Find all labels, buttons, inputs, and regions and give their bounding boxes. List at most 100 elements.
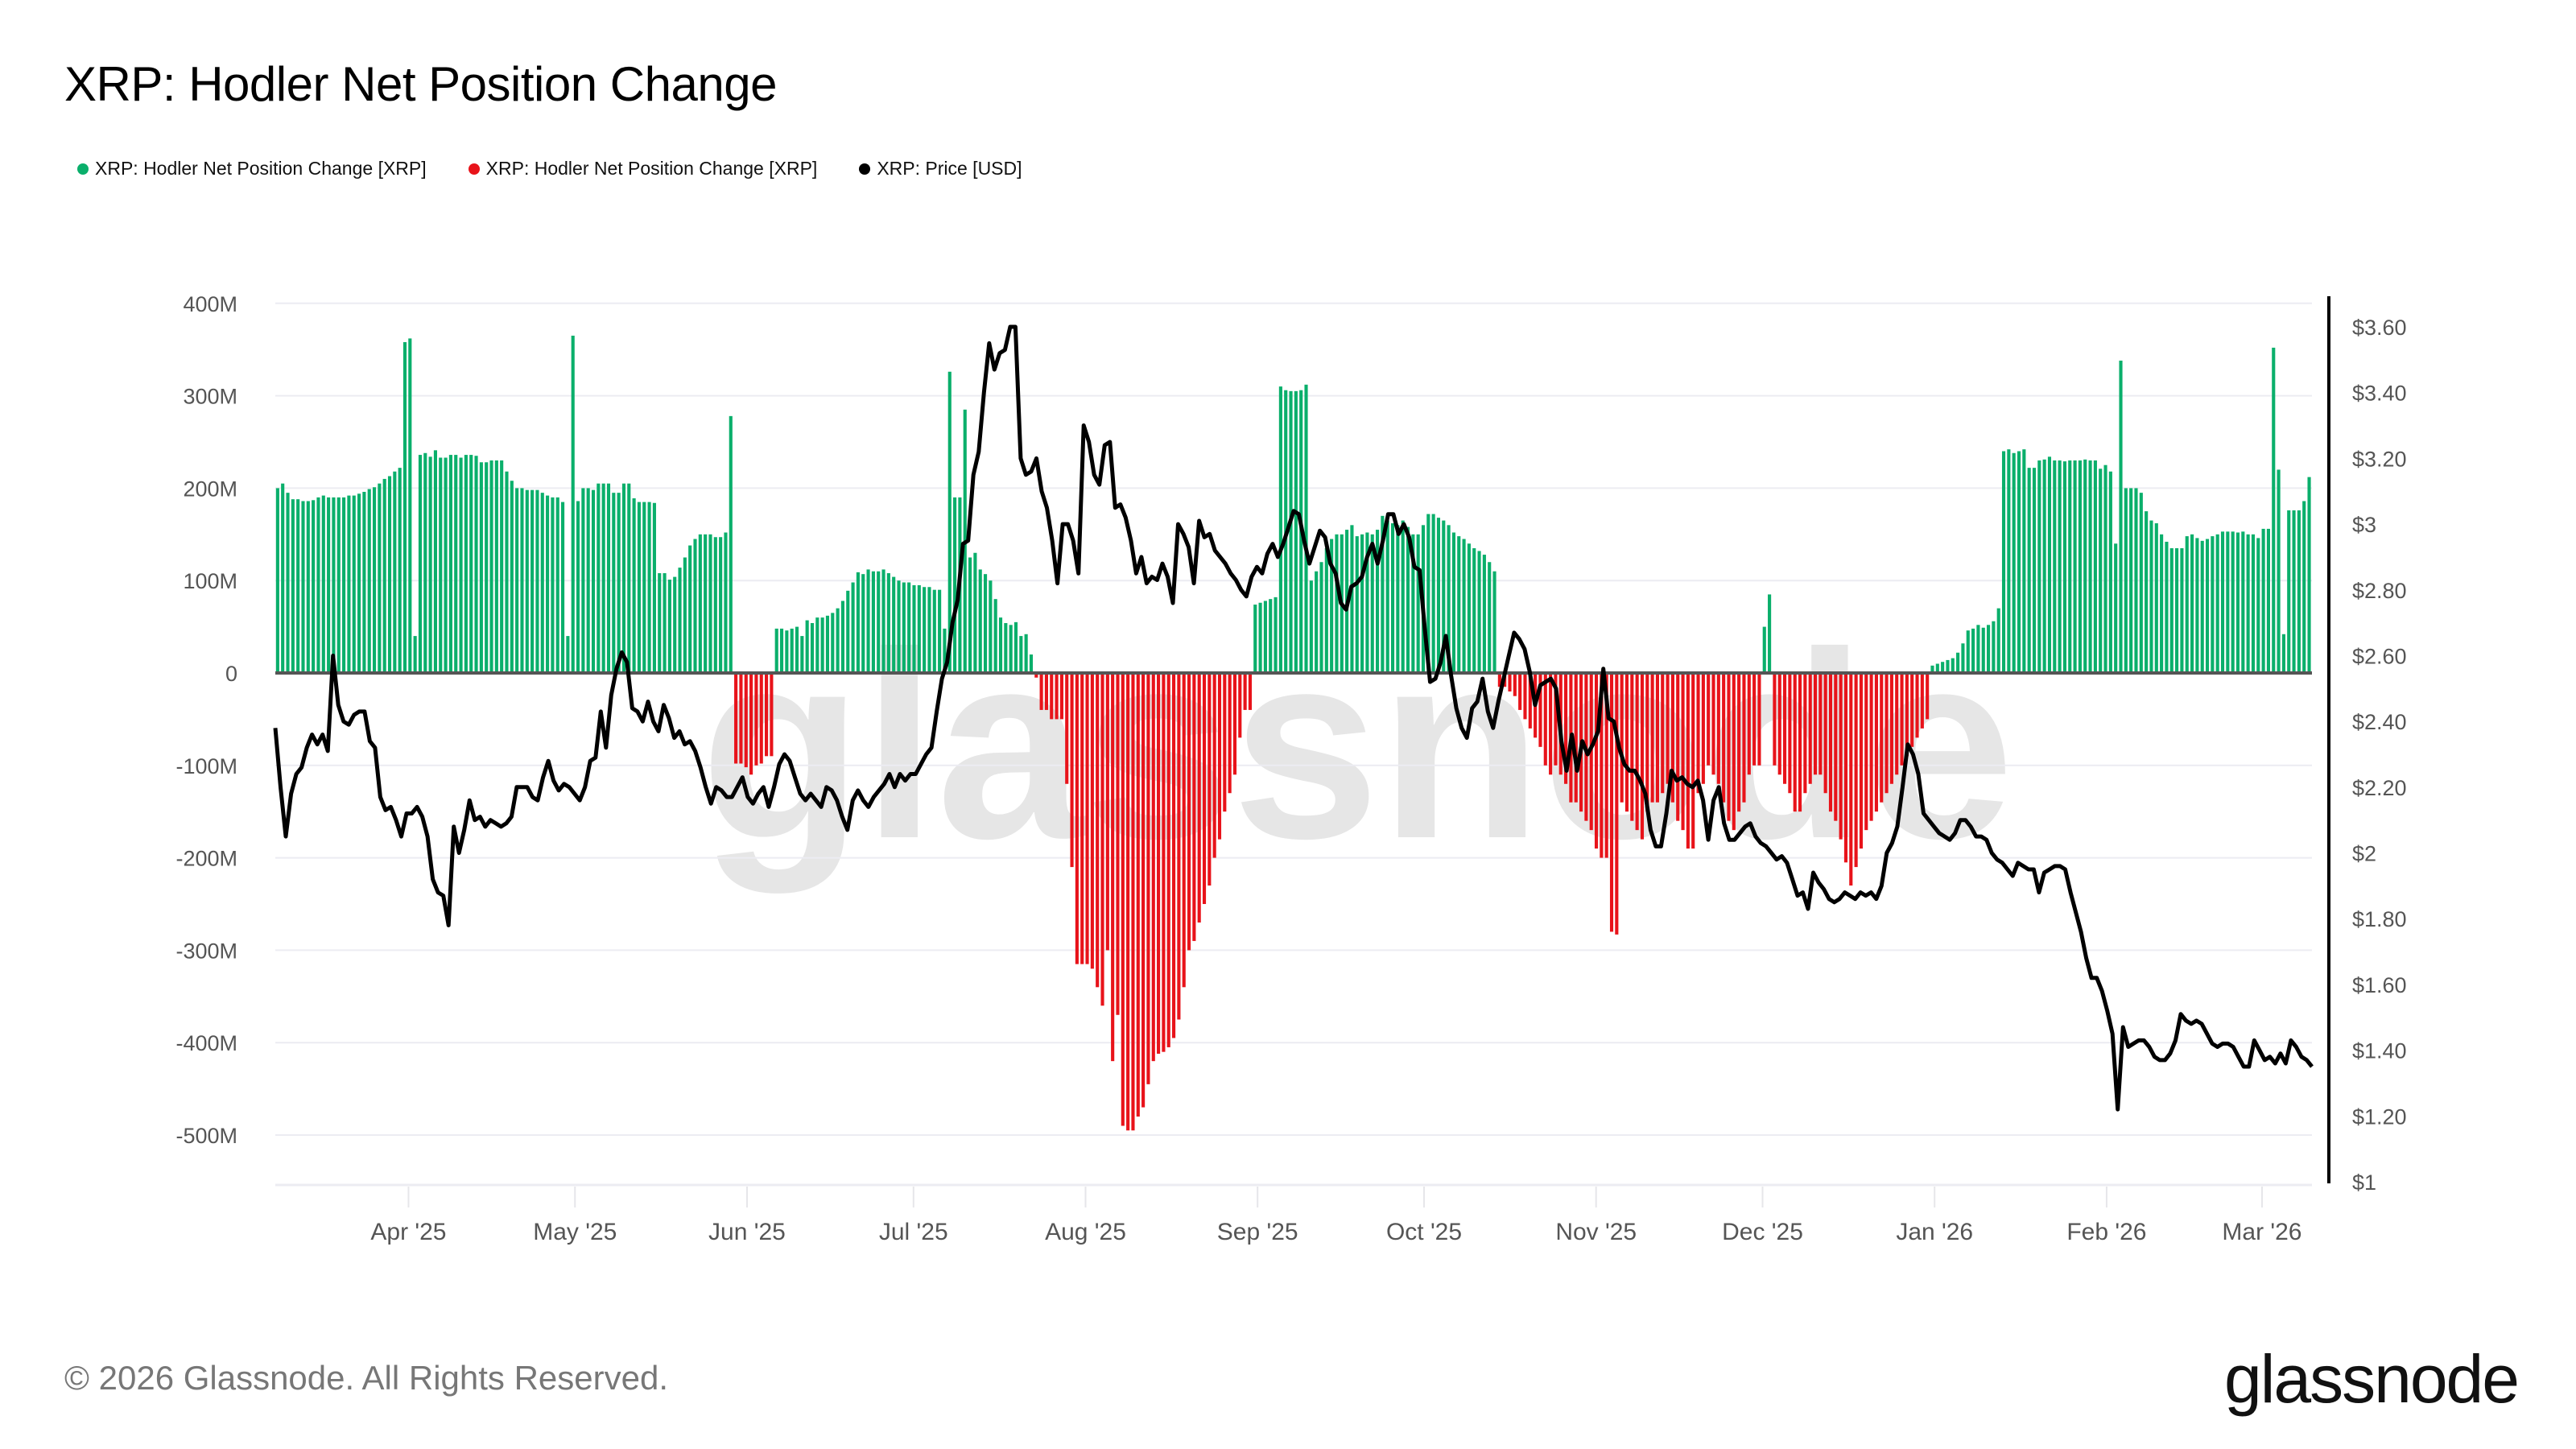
bar-positive: [2129, 488, 2133, 673]
bar-positive: [1009, 625, 1013, 673]
right-tick-label: $2.60: [2352, 644, 2407, 668]
bar-negative: [1926, 673, 1930, 720]
bar-positive: [892, 576, 896, 673]
bar-positive: [621, 483, 626, 673]
bar-negative: [734, 673, 738, 764]
legend-item-positive[interactable]: XRP: Hodler Net Position Change [XRP]: [77, 158, 427, 180]
bar-positive: [836, 608, 840, 673]
bar-positive: [642, 502, 646, 673]
bar-positive: [856, 572, 860, 673]
bar-positive: [2114, 543, 2118, 673]
bar-positive: [1961, 643, 1965, 673]
bar-positive: [667, 580, 671, 673]
bar-negative: [1187, 673, 1191, 951]
bar-positive: [2119, 360, 2123, 673]
bar-positive: [2307, 477, 2311, 673]
bar-positive: [989, 580, 993, 673]
bar-positive: [2022, 449, 2026, 673]
bar-positive: [275, 488, 279, 673]
bar-positive: [1294, 390, 1298, 673]
left-tick-label: 200M: [183, 477, 237, 501]
bar-positive: [601, 483, 605, 673]
bar-positive: [1309, 580, 1313, 673]
bar-positive: [1935, 663, 1939, 673]
bar-negative: [1182, 673, 1186, 988]
bar-positive: [779, 628, 784, 673]
bar-positive: [1289, 390, 1293, 673]
bar-negative: [1727, 673, 1731, 821]
bar-negative: [1039, 673, 1043, 710]
bar-positive: [510, 481, 514, 673]
bar-positive: [1930, 665, 1934, 673]
bar-negative: [1574, 673, 1578, 803]
bar-negative: [1111, 673, 1115, 1062]
bar-positive: [1946, 659, 1950, 673]
bar-positive: [2235, 532, 2240, 673]
bar-negative: [1843, 673, 1848, 863]
bar-positive: [2145, 511, 2149, 673]
x-tick-label: Jun '25: [708, 1219, 786, 1245]
x-tick-label: Sep '25: [1217, 1219, 1298, 1245]
bar-positive: [1762, 626, 1766, 673]
bar-positive: [2302, 501, 2306, 673]
bar-negative: [1777, 673, 1781, 775]
bar-positive: [357, 493, 361, 673]
bar-positive: [1350, 525, 1354, 673]
bar-positive: [1258, 602, 1262, 673]
bar-negative: [1854, 673, 1858, 868]
bar-positive: [378, 483, 382, 673]
bar-positive: [998, 617, 1003, 673]
bar-positive: [586, 488, 590, 673]
bar-positive: [1482, 555, 1486, 673]
bar-negative: [1757, 673, 1761, 766]
bar-positive: [678, 568, 682, 673]
bar-positive: [831, 613, 835, 673]
legend-label: XRP: Hodler Net Position Change [XRP]: [485, 158, 818, 179]
bar-positive: [704, 534, 708, 673]
bar-positive: [1976, 625, 1980, 673]
bar-negative: [1085, 673, 1089, 964]
price-series: [273, 324, 2314, 1112]
bar-positive: [281, 483, 285, 673]
bar-positive: [2042, 459, 2046, 673]
left-tick-label: 400M: [183, 292, 237, 316]
right-tick-label: $1.40: [2352, 1039, 2407, 1063]
bar-negative: [1666, 673, 1670, 784]
bar-positive: [820, 617, 824, 673]
legend-item-negative[interactable]: XRP: Hodler Net Position Change [XRP]: [468, 158, 818, 180]
legend-item-price[interactable]: XRP: Price [USD]: [859, 158, 1022, 180]
bar-positive: [2134, 488, 2138, 673]
bar-positive: [2073, 460, 2077, 673]
bar-positive: [1971, 628, 1975, 673]
bar-positive: [2037, 460, 2041, 673]
bar-positive: [367, 489, 371, 673]
bar-negative: [1146, 673, 1150, 1084]
bar-positive: [1396, 525, 1400, 673]
bar-positive: [454, 455, 458, 673]
bar-negative: [1839, 673, 1843, 840]
bar-positive: [2272, 347, 2276, 673]
bar-negative: [1849, 673, 1853, 886]
bar-negative: [1090, 673, 1094, 969]
bar-negative: [1885, 673, 1889, 794]
bar-positive: [2251, 534, 2256, 673]
bar-positive: [1477, 551, 1481, 673]
bar-negative: [1513, 673, 1517, 696]
bar-negative: [1202, 673, 1207, 904]
bar-positive: [332, 497, 336, 673]
bar-positive: [1406, 526, 1410, 673]
bar-positive: [973, 552, 977, 673]
bar-positive: [474, 456, 478, 673]
bar-positive: [352, 495, 356, 673]
bar-positive: [2220, 531, 2225, 673]
bar-positive: [1335, 534, 1339, 673]
bar-positive: [1263, 601, 1267, 673]
bar-positive: [1365, 532, 1369, 673]
bar-positive: [423, 452, 427, 673]
bar-positive: [861, 574, 865, 673]
bar-negative: [1162, 673, 1166, 1052]
bar-positive: [576, 501, 580, 673]
bar-positive: [2099, 469, 2103, 673]
bar-negative: [1228, 673, 1232, 794]
bar-positive: [525, 489, 529, 673]
